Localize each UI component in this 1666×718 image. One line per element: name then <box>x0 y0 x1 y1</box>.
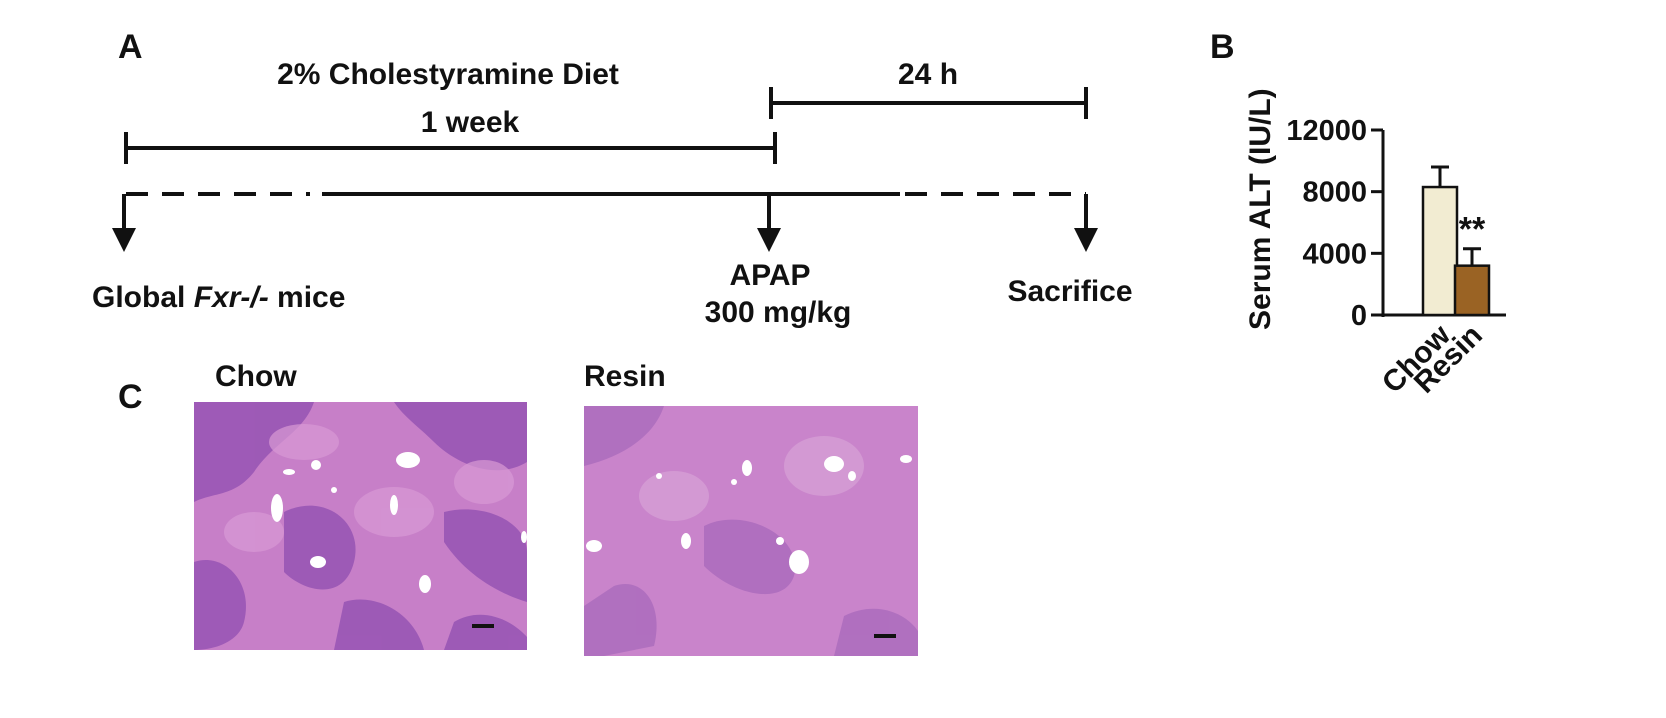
dose-label: 300 mg/kg <box>704 296 852 329</box>
chow-histology-image <box>194 402 527 650</box>
bar-resin <box>1453 264 1491 317</box>
gene-name: Fxr-/- <box>193 281 269 314</box>
resin-image-title: Resin <box>584 360 666 393</box>
apap-arrow-head <box>757 228 781 252</box>
y-tick-label: 4000 <box>1302 238 1367 270</box>
treatment-label: APAP <box>729 259 811 292</box>
y-tick-label: 12000 <box>1286 115 1367 147</box>
sacrifice-label: Sacrifice <box>1007 275 1133 308</box>
mouse-model-prefix: Global <box>92 281 194 314</box>
panel-a-letter: A <box>118 28 143 66</box>
panel-b-letter: B <box>1210 28 1235 66</box>
y-tick-label: 0 <box>1351 300 1367 332</box>
significance-marker: ** <box>1459 211 1486 249</box>
mouse-model-suffix: mice <box>268 281 346 314</box>
resin-histology-image <box>584 406 918 656</box>
hours-duration-label: 24 h <box>897 58 959 91</box>
start-arrow-head <box>112 228 136 252</box>
week-duration-label: 1 week <box>420 106 520 139</box>
diet-label: 2% Cholestyramine Diet <box>277 58 619 91</box>
chow-image-title: Chow <box>215 360 297 393</box>
y-tick-label: 8000 <box>1302 177 1367 209</box>
mouse-model-label: Global Fxr-/- mice <box>92 283 345 313</box>
panel-c-letter: C <box>118 378 143 416</box>
bar-chow <box>1421 185 1459 317</box>
sacrifice-arrow-head <box>1074 228 1098 252</box>
